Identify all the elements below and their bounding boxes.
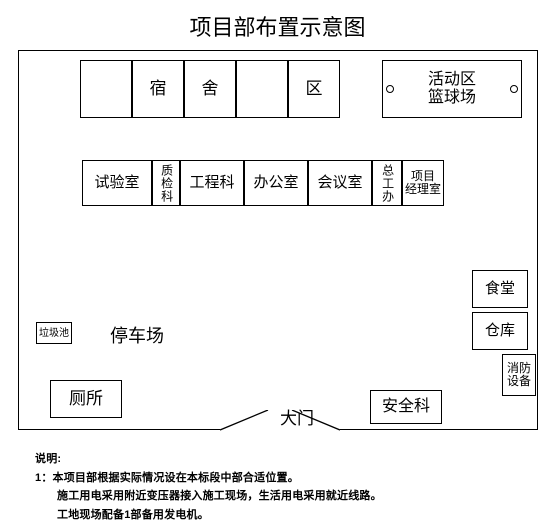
warehouse: 仓库 xyxy=(472,312,528,350)
qc-dept: 质检科 xyxy=(152,160,180,206)
dorm-cell-4 xyxy=(236,60,288,118)
dorm-cell-5: 区 xyxy=(288,60,340,118)
project-manager-office: 项目 经理室 xyxy=(402,160,444,206)
page-title: 项目部布置示意图 xyxy=(0,10,555,42)
lab-room: 试验室 xyxy=(82,160,152,206)
dorm-cell-1 xyxy=(80,60,132,118)
notes-block: 说明: 1：本项目部根据实际情况设在本标段中部合适位置。 施工用电采用附近变压器… xyxy=(35,450,382,525)
engineering-dept: 工程科 xyxy=(180,160,244,206)
gate-lines-icon xyxy=(220,410,340,432)
canteen: 食堂 xyxy=(472,270,528,308)
meeting-room: 会议室 xyxy=(308,160,372,206)
hoop-right-icon xyxy=(510,85,518,93)
chief-engineer-office: 总工办 xyxy=(372,160,402,206)
notes-heading: 说明: xyxy=(35,450,382,469)
notes-line-2: 施工用电采用附近变压器接入施工现场，生活用电采用就近线路。 xyxy=(35,487,382,506)
activity-area: 活动区 篮球场 xyxy=(382,60,522,118)
parking-label: 停车场 xyxy=(110,322,164,348)
trash-bin: 垃圾池 xyxy=(36,322,72,344)
diagram-page: 项目部布置示意图 宿 舍 区 活动区 篮球场 试验室 质检科 工程科 办公室 会… xyxy=(0,0,555,527)
chief-engineer-label: 总工办 xyxy=(380,164,393,203)
dorm-cell-2: 宿 xyxy=(132,60,184,118)
fire-equipment: 消防 设备 xyxy=(502,354,536,396)
toilet: 厕所 xyxy=(50,380,122,418)
office-room: 办公室 xyxy=(244,160,308,206)
notes-line-1: 1：本项目部根据实际情况设在本标段中部合适位置。 xyxy=(35,469,382,488)
notes-line-3: 工地现场配备1部备用发电机。 xyxy=(35,506,382,525)
security-dept: 安全科 xyxy=(370,390,442,424)
qc-dept-label: 质检科 xyxy=(159,164,172,203)
dorm-cell-3: 舍 xyxy=(184,60,236,118)
hoop-left-icon xyxy=(386,85,394,93)
